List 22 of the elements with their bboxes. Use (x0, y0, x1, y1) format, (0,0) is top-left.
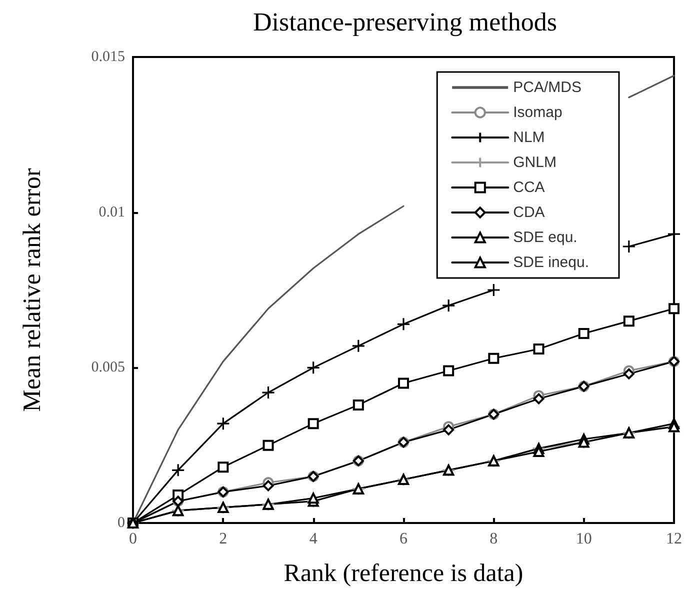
x-tick-label: 12 (666, 530, 682, 548)
legend-label: Isomap (513, 104, 562, 121)
legend-label: CCA (513, 179, 545, 196)
x-tick-label: 2 (219, 530, 228, 548)
legend-label: CDA (513, 204, 545, 221)
x-tick-label: 4 (309, 530, 318, 548)
chart-title: Distance-preserving methods (253, 8, 557, 36)
legend-label: PCA/MDS (513, 79, 582, 96)
y-tick-label: 0.01 (98, 204, 125, 220)
x-tick-label: 8 (490, 530, 498, 548)
y-tick-label: 0.015 (91, 49, 125, 65)
y-tick-label: 0.005 (91, 360, 125, 376)
legend-label: NLM (513, 129, 545, 146)
x-tick-label: 10 (576, 530, 592, 548)
legend-label: GNLM (513, 154, 556, 171)
x-tick-label: 6 (400, 530, 408, 548)
x-tick-label: 0 (129, 530, 137, 548)
y-tick-label: 0 (118, 515, 125, 531)
legend-label: SDE inequ. (513, 254, 590, 271)
x-axis-title: Rank (reference is data) (284, 560, 524, 587)
y-axis-title: Mean relative rank error (19, 168, 46, 412)
legend-label: SDE equ. (513, 229, 578, 246)
